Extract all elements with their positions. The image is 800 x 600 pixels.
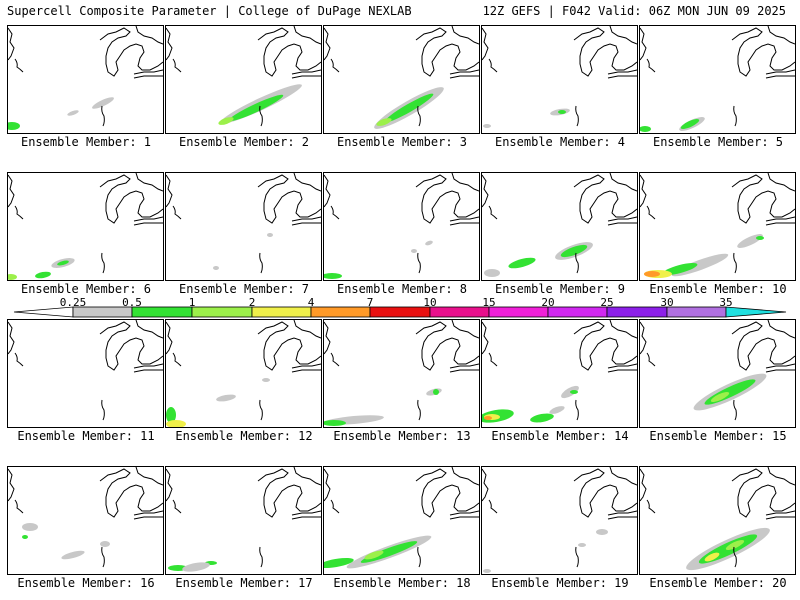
colorbar-tick-label: 0.25 bbox=[59, 296, 87, 309]
ensemble-member-map[interactable] bbox=[7, 466, 164, 575]
colorbar-tick-label: 1 bbox=[188, 296, 196, 309]
ensemble-member-map[interactable] bbox=[323, 172, 480, 281]
ensemble-member-map[interactable] bbox=[481, 466, 638, 575]
member-map-graphic bbox=[8, 320, 163, 421]
colorbar-tick-label: 25 bbox=[600, 296, 614, 309]
ensemble-member-label: Ensemble Member: 4 bbox=[494, 135, 626, 149]
ensemble-member-label: Ensemble Member: 9 bbox=[494, 282, 626, 296]
member-map-graphic bbox=[8, 173, 163, 280]
member-map-graphic bbox=[166, 467, 321, 572]
colorbar-max-triangle bbox=[725, 306, 787, 318]
ensemble-member-map[interactable] bbox=[7, 319, 164, 428]
ensemble-member-map[interactable] bbox=[165, 25, 322, 134]
ensemble-member-label: Ensemble Member: 6 bbox=[20, 282, 152, 296]
ensemble-member-label: Ensemble Member: 8 bbox=[336, 282, 468, 296]
ensemble-member-label: Ensemble Member: 18 bbox=[333, 576, 471, 590]
colorbar-segment bbox=[547, 306, 608, 318]
ensemble-member-map[interactable] bbox=[323, 25, 480, 134]
member-map-graphic bbox=[166, 173, 321, 274]
ensemble-member-map[interactable] bbox=[639, 172, 796, 281]
member-map-graphic bbox=[482, 320, 637, 423]
ensemble-member-map[interactable] bbox=[165, 172, 322, 281]
ensemble-member-map[interactable] bbox=[481, 172, 638, 281]
colorbar-tick-label: 10 bbox=[423, 296, 437, 309]
ensemble-member-map[interactable] bbox=[639, 466, 796, 575]
ensemble-member-map[interactable] bbox=[7, 172, 164, 281]
ensemble-member-label: Ensemble Member: 11 bbox=[17, 429, 155, 443]
member-map-graphic bbox=[640, 320, 795, 421]
ensemble-member-label: Ensemble Member: 12 bbox=[175, 429, 313, 443]
colorbar-segment bbox=[666, 306, 727, 318]
member-map-graphic bbox=[324, 320, 479, 426]
colorbar-tick-label: 35 bbox=[719, 296, 733, 309]
ensemble-member-label: Ensemble Member: 20 bbox=[649, 576, 787, 590]
ensemble-member-label: Ensemble Member: 3 bbox=[336, 135, 468, 149]
member-map-graphic bbox=[640, 173, 795, 278]
member-map-graphic bbox=[324, 173, 479, 279]
ensemble-member-map[interactable] bbox=[639, 319, 796, 428]
ensemble-member-map[interactable] bbox=[481, 25, 638, 134]
member-map-graphic bbox=[324, 26, 479, 129]
ensemble-member-label: Ensemble Member: 15 bbox=[649, 429, 787, 443]
member-map-graphic bbox=[324, 467, 479, 569]
colorbar-segment bbox=[191, 306, 253, 318]
colorbar-segment bbox=[251, 306, 312, 318]
member-map-graphic bbox=[8, 467, 163, 568]
ensemble-member-label: Ensemble Member: 17 bbox=[175, 576, 313, 590]
colorbar-tick-label: 4 bbox=[307, 296, 315, 309]
member-map-graphic bbox=[166, 320, 321, 427]
ensemble-member-map[interactable] bbox=[323, 466, 480, 575]
ensemble-member-label: Ensemble Member: 10 bbox=[649, 282, 787, 296]
colorbar-tick-label: 15 bbox=[482, 296, 496, 309]
ensemble-member-map[interactable] bbox=[481, 319, 638, 428]
run-valid-time: 12Z GEFS | F042 Valid: 06Z MON JUN 09 20… bbox=[482, 4, 786, 18]
colorbar-segment bbox=[488, 306, 549, 318]
colorbar-segment bbox=[429, 306, 490, 318]
ensemble-member-map[interactable] bbox=[165, 466, 322, 575]
member-map-graphic bbox=[482, 173, 637, 277]
colorbar-segment bbox=[310, 306, 371, 318]
colorbar-tick-label: 30 bbox=[660, 296, 674, 309]
member-map-graphic bbox=[640, 467, 795, 571]
ensemble-member-label: Ensemble Member: 7 bbox=[178, 282, 310, 296]
ensemble-member-label: Ensemble Member: 2 bbox=[178, 135, 310, 149]
colorbar-tick-label: 7 bbox=[366, 296, 374, 309]
ensemble-member-label: Ensemble Member: 5 bbox=[652, 135, 784, 149]
map-title: Supercell Composite Parameter | College … bbox=[7, 4, 412, 18]
colorbar-tick-label: 2 bbox=[248, 296, 256, 309]
member-map-graphic bbox=[640, 26, 795, 132]
ensemble-member-label: Ensemble Member: 14 bbox=[491, 429, 629, 443]
colorbar-segment bbox=[369, 306, 431, 318]
ensemble-member-label: Ensemble Member: 13 bbox=[333, 429, 471, 443]
ensemble-member-label: Ensemble Member: 16 bbox=[17, 576, 155, 590]
ensemble-member-map[interactable] bbox=[323, 319, 480, 428]
colorbar-tick-label: 20 bbox=[541, 296, 555, 309]
ensemble-member-map[interactable] bbox=[639, 25, 796, 134]
colorbar-segment bbox=[606, 306, 668, 318]
ensemble-member-map[interactable] bbox=[165, 319, 322, 428]
ensemble-member-label: Ensemble Member: 19 bbox=[491, 576, 629, 590]
ensemble-member-label: Ensemble Member: 1 bbox=[20, 135, 152, 149]
colorbar bbox=[13, 306, 787, 318]
member-map-graphic bbox=[482, 467, 637, 573]
member-map-graphic bbox=[8, 26, 163, 130]
member-map-graphic bbox=[482, 26, 637, 128]
ensemble-member-map[interactable] bbox=[7, 25, 164, 134]
member-map-graphic bbox=[166, 26, 321, 127]
colorbar-tick-label: 0.5 bbox=[122, 296, 142, 309]
